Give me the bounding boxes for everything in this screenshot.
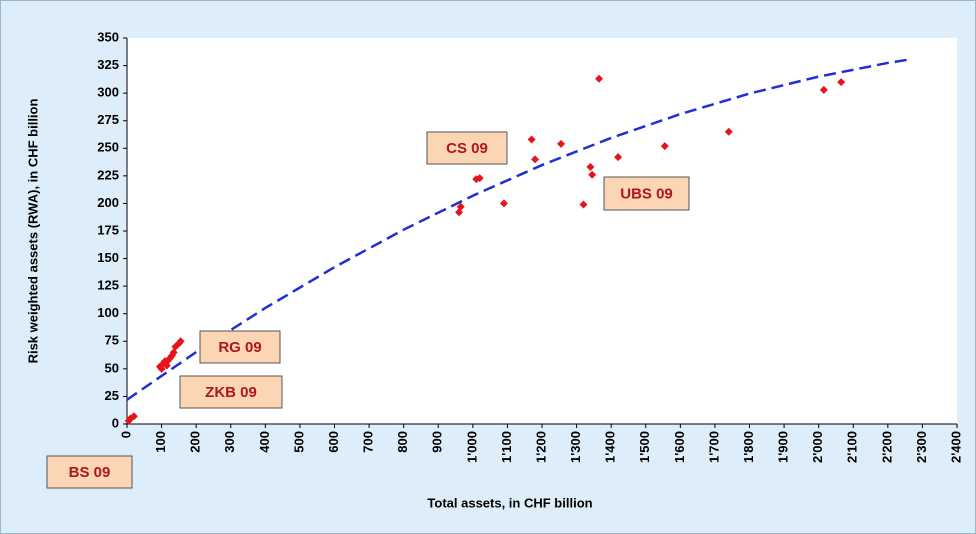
y-tick-label: 325 [97,57,119,72]
x-tick-label: 400 [257,431,272,453]
y-tick-label: 100 [97,305,119,320]
scatter-point [499,199,508,208]
y-tick-label: 125 [97,278,119,293]
x-tick-label: 2'000 [810,431,825,463]
scatter-point [531,155,540,164]
y-tick-label: 150 [97,250,119,265]
x-tick-label: 2'100 [845,431,860,463]
y-tick-label: 300 [97,85,119,100]
annotation-box [179,375,283,409]
x-tick-label: 1'800 [741,431,756,463]
y-tick-label: 50 [105,360,119,375]
y-axis-label: Risk weighted assets (RWA), in CHF billi… [25,99,40,364]
annotation: ZKB 09 [205,384,257,401]
y-tick-label: 175 [97,222,119,237]
x-tick-label: 1'400 [603,431,618,463]
x-tick-label: 1'000 [464,431,479,463]
x-tick-label: 1'500 [637,431,652,463]
annotation: BS 09 [69,464,111,481]
scatter-point [129,412,138,421]
annotation: CS 09 [446,140,488,157]
x-tick-label: 1'300 [568,431,583,463]
scatter-point [176,337,185,346]
scatter-point [660,142,669,151]
annotation: RG 09 [218,339,261,356]
scatter-point [557,139,566,148]
x-tick-label: 0 [118,431,133,438]
scatter-point [837,78,846,87]
x-tick-label: 700 [361,431,376,453]
annotation-box [426,131,508,165]
y-tick-label: 75 [105,333,119,348]
y-tick-label: 225 [97,167,119,182]
scatter-point [456,202,465,211]
x-tick-label: 2'400 [948,431,963,463]
annotation-box [199,330,281,364]
x-axis-label: Total assets, in CHF billion [427,495,592,510]
plot-area [127,38,957,424]
x-tick-label: 800 [395,431,410,453]
x-tick-label: 300 [222,431,237,453]
annotation: UBS 09 [620,185,673,202]
trend-line [126,57,913,401]
y-tick-label: 200 [97,195,119,210]
scatter-point [614,153,623,162]
x-tick-label: 900 [430,431,445,453]
x-tick-label: 1'200 [533,431,548,463]
y-tick-label: 0 [112,415,119,430]
x-tick-label: 600 [326,431,341,453]
x-tick-label: 1'900 [776,431,791,463]
scatter-point [724,127,733,136]
x-tick-label: 200 [188,431,203,453]
scatter-point [595,74,604,83]
y-tick-label: 25 [105,388,119,403]
x-tick-label: 100 [153,431,168,453]
scatter-point [579,200,588,209]
y-tick-label: 250 [97,140,119,155]
scatter-point [588,170,597,179]
annotation-box [603,176,690,211]
y-tick-label: 275 [97,112,119,127]
x-tick-label: 500 [291,431,306,453]
scatter-point [586,163,595,172]
x-tick-label: 2'300 [914,431,929,463]
x-tick-label: 1'600 [672,431,687,463]
y-tick-label: 350 [97,29,119,44]
scatter-point [819,85,828,94]
x-tick-label: 2'200 [879,431,894,463]
scatter-point [475,174,484,183]
x-tick-label: 1'700 [706,431,721,463]
annotation-box [46,455,133,489]
scatter-point [527,135,536,144]
x-tick-label: 1'100 [499,431,514,463]
